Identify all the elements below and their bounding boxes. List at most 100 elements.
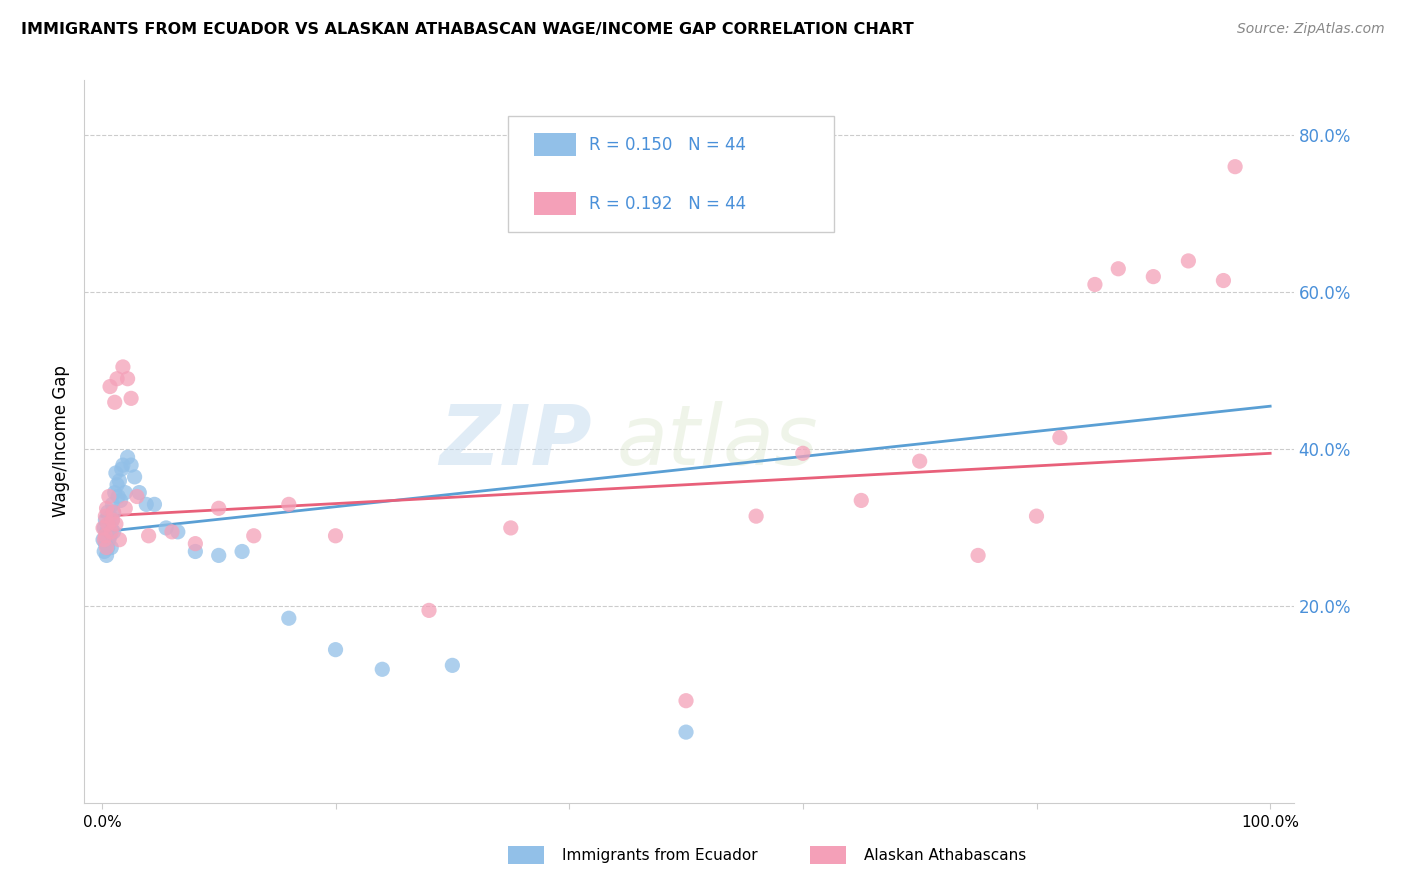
Text: Immigrants from Ecuador: Immigrants from Ecuador bbox=[562, 847, 758, 863]
FancyBboxPatch shape bbox=[508, 116, 834, 232]
Point bbox=[97, 541, 120, 555]
Point bbox=[184, 544, 207, 558]
Point bbox=[418, 603, 440, 617]
Point bbox=[675, 725, 697, 739]
Point bbox=[125, 490, 148, 504]
Point bbox=[111, 359, 134, 374]
Point bbox=[103, 505, 125, 519]
Point bbox=[325, 642, 347, 657]
Point bbox=[371, 662, 394, 676]
Point bbox=[101, 513, 124, 527]
Point bbox=[908, 454, 931, 468]
Point bbox=[155, 521, 177, 535]
Point bbox=[1212, 274, 1234, 288]
Point bbox=[208, 501, 231, 516]
Point bbox=[96, 524, 118, 539]
Point bbox=[1177, 253, 1199, 268]
Point bbox=[499, 521, 522, 535]
Text: atlas: atlas bbox=[616, 401, 818, 482]
Point bbox=[96, 501, 118, 516]
Point bbox=[120, 392, 142, 406]
Point bbox=[111, 462, 134, 476]
Point bbox=[124, 470, 146, 484]
Bar bbox=[534, 193, 576, 215]
Point bbox=[967, 549, 990, 563]
Point bbox=[101, 497, 124, 511]
Point bbox=[135, 497, 157, 511]
Point bbox=[93, 533, 115, 547]
Point bbox=[231, 544, 253, 558]
Point bbox=[117, 450, 139, 465]
Point bbox=[277, 611, 299, 625]
Point bbox=[91, 521, 114, 535]
Point bbox=[1142, 269, 1164, 284]
Point bbox=[103, 524, 125, 539]
Point bbox=[96, 541, 118, 555]
Text: R = 0.192   N = 44: R = 0.192 N = 44 bbox=[589, 194, 745, 213]
Point bbox=[143, 497, 166, 511]
Point bbox=[242, 529, 264, 543]
Point bbox=[108, 533, 131, 547]
Point bbox=[325, 529, 347, 543]
Point bbox=[745, 509, 768, 524]
Point bbox=[114, 501, 136, 516]
Point bbox=[138, 529, 160, 543]
Point bbox=[98, 509, 121, 524]
Point bbox=[97, 516, 120, 531]
Point bbox=[128, 485, 150, 500]
Point bbox=[97, 533, 120, 547]
Point bbox=[1049, 431, 1071, 445]
Point bbox=[91, 533, 114, 547]
Point bbox=[675, 694, 697, 708]
Point bbox=[441, 658, 464, 673]
Text: IMMIGRANTS FROM ECUADOR VS ALASKAN ATHABASCAN WAGE/INCOME GAP CORRELATION CHART: IMMIGRANTS FROM ECUADOR VS ALASKAN ATHAB… bbox=[21, 22, 914, 37]
Point bbox=[98, 529, 121, 543]
Point bbox=[105, 372, 128, 386]
Text: ZIP: ZIP bbox=[440, 401, 592, 482]
Point bbox=[208, 549, 231, 563]
Point bbox=[111, 458, 134, 472]
Text: 0.0%: 0.0% bbox=[83, 814, 121, 830]
Point bbox=[101, 513, 124, 527]
Point bbox=[96, 549, 118, 563]
Point bbox=[184, 536, 207, 550]
Point bbox=[107, 490, 129, 504]
Point bbox=[1025, 509, 1047, 524]
Point bbox=[98, 379, 121, 393]
Point bbox=[104, 485, 127, 500]
Point bbox=[93, 521, 115, 535]
Point bbox=[792, 446, 814, 460]
Bar bbox=[534, 133, 576, 156]
Point bbox=[94, 536, 117, 550]
Point bbox=[110, 493, 132, 508]
Point bbox=[160, 524, 183, 539]
Point bbox=[117, 372, 139, 386]
Point bbox=[166, 524, 188, 539]
Point bbox=[277, 497, 299, 511]
Point bbox=[104, 466, 127, 480]
Point bbox=[104, 395, 127, 409]
Point bbox=[100, 521, 122, 535]
Point bbox=[851, 493, 873, 508]
Text: Alaskan Athabascans: Alaskan Athabascans bbox=[865, 847, 1026, 863]
Point bbox=[103, 505, 125, 519]
Point bbox=[100, 524, 122, 539]
Point bbox=[1084, 277, 1107, 292]
Point bbox=[1223, 160, 1246, 174]
Point bbox=[97, 490, 120, 504]
Point bbox=[108, 474, 131, 488]
Bar bbox=[810, 847, 846, 864]
Point bbox=[97, 505, 120, 519]
Point bbox=[105, 477, 128, 491]
Bar bbox=[508, 847, 544, 864]
Point bbox=[94, 529, 117, 543]
Point bbox=[94, 513, 117, 527]
Point bbox=[93, 544, 115, 558]
Point bbox=[97, 516, 120, 531]
Point bbox=[94, 509, 117, 524]
Y-axis label: Wage/Income Gap: Wage/Income Gap bbox=[52, 366, 70, 517]
Text: Source: ZipAtlas.com: Source: ZipAtlas.com bbox=[1237, 22, 1385, 37]
Point bbox=[120, 458, 142, 472]
Text: R = 0.150   N = 44: R = 0.150 N = 44 bbox=[589, 136, 745, 153]
Point bbox=[100, 541, 122, 555]
